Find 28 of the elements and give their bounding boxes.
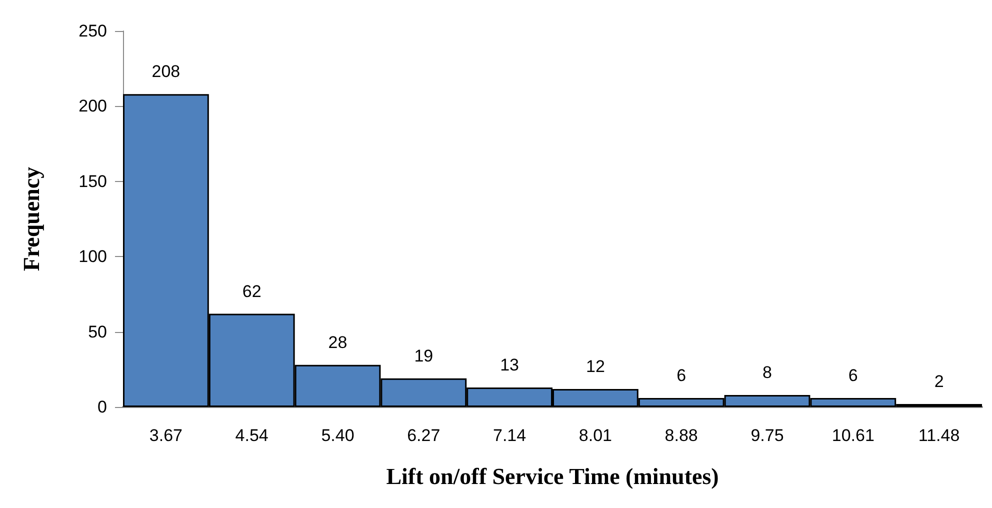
data-label: 208	[152, 62, 180, 82]
x-tick-label: 3.67	[149, 426, 182, 445]
data-label: 13	[500, 355, 520, 374]
data-label: 19	[414, 346, 434, 366]
data-label: 28	[328, 332, 348, 352]
x-axis-title: Lift on/off Service Time (minutes)	[386, 464, 719, 489]
x-tick-label: 4.54	[235, 426, 268, 445]
data-label: 62	[242, 282, 262, 301]
y-axis-title: Frequency	[19, 166, 44, 272]
x-tick-label: 5.40	[321, 426, 354, 445]
x-tick-label: 11.48	[918, 426, 960, 445]
data-label: 6	[676, 366, 686, 385]
y-tick-label: 50	[88, 322, 107, 342]
x-tick-label: 10.61	[832, 426, 874, 445]
y-tick-label: 0	[98, 398, 107, 416]
y-tick-label: 250	[78, 22, 107, 40]
data-label: 12	[586, 356, 605, 376]
x-tick-label: 8.01	[578, 426, 612, 445]
x-tick-label: 6.27	[407, 426, 440, 445]
data-label: 6	[848, 366, 858, 385]
x-tick-label: 8.88	[664, 426, 698, 445]
data-label: 2	[934, 372, 944, 391]
y-tick-label: 200	[78, 96, 107, 116]
y-tick-label: 150	[78, 172, 107, 191]
data-label: 8	[762, 362, 772, 382]
y-tick-label: 100	[78, 247, 107, 266]
x-tick-label: 7.14	[493, 426, 526, 445]
x-tick-label: 9.75	[750, 426, 784, 445]
